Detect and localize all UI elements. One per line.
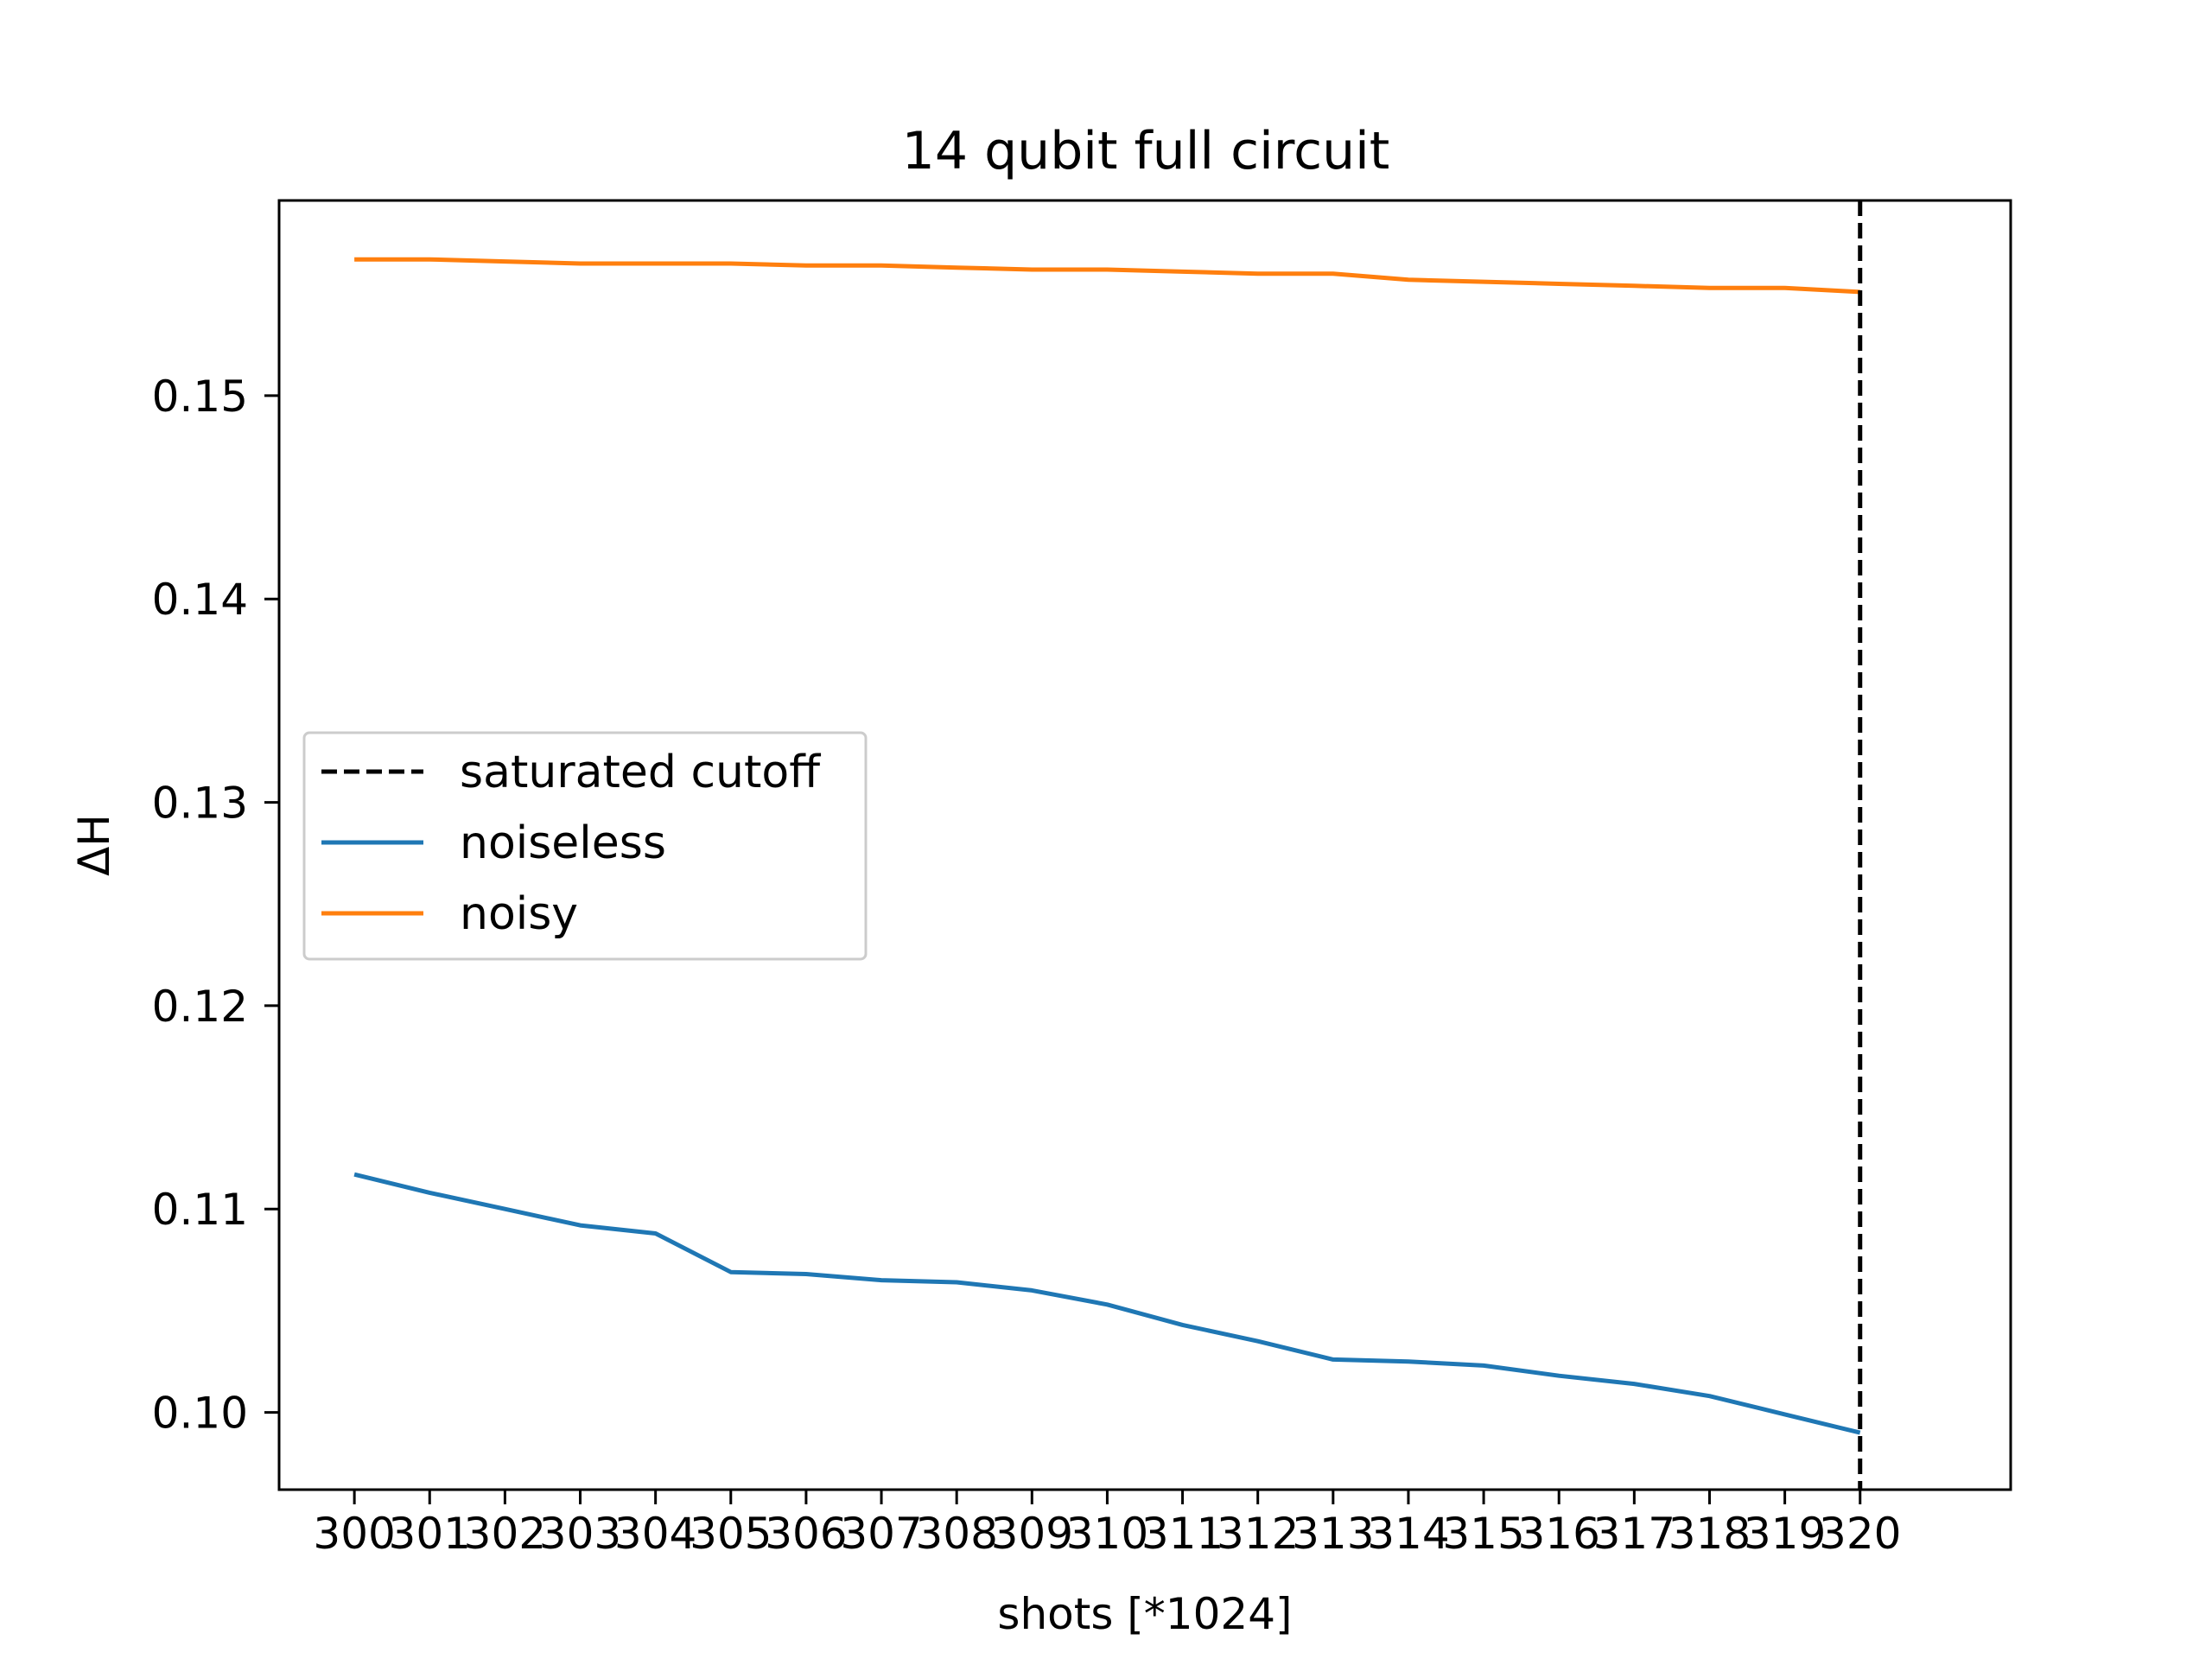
- series-line-noiseless: [353, 1172, 1861, 1435]
- y-tick-label-0.14: 0.14: [152, 575, 248, 625]
- legend-label-noiseless: noiseless: [460, 817, 666, 869]
- x-tick-label-301: 301: [389, 1509, 471, 1559]
- legend: saturated cutoff noiseless noisy: [302, 731, 868, 961]
- plot-area: [353, 200, 1863, 1490]
- x-tick-label-300: 300: [313, 1509, 395, 1559]
- x-tick-label-314: 314: [1367, 1509, 1449, 1559]
- x-tick-label-303: 303: [539, 1509, 621, 1559]
- x-tick-label-319: 319: [1744, 1509, 1826, 1559]
- x-axis-label: shots [*1024]: [997, 1589, 1292, 1639]
- x-tick-label-312: 312: [1217, 1509, 1299, 1559]
- y-tick-label-0.15: 0.15: [152, 372, 248, 422]
- x-tick-label-313: 313: [1292, 1509, 1374, 1559]
- x-tick-label-311: 311: [1141, 1509, 1224, 1559]
- chart-title: 14 qubit full circuit: [902, 121, 1390, 181]
- axes-frame: [277, 199, 2012, 1491]
- y-tick-label-0.11: 0.11: [152, 1185, 248, 1235]
- x-tick-label-318: 318: [1669, 1509, 1751, 1559]
- x-tick-label-305: 305: [690, 1509, 772, 1559]
- y-axis-label: ΔH: [69, 814, 119, 876]
- x-tick-label-316: 316: [1517, 1509, 1599, 1559]
- y-tick-label-0.10: 0.10: [152, 1389, 248, 1439]
- y-axis: 0.10 0.11 0.12 0.13 0.14 0.15: [152, 372, 279, 1439]
- y-tick-label-0.12: 0.12: [152, 982, 248, 1032]
- x-tick-label-308: 308: [915, 1509, 997, 1559]
- x-tick-label-306: 306: [765, 1509, 847, 1559]
- legend-label-saturated-cutoff: saturated cutoff: [460, 747, 821, 798]
- x-tick-label-320: 320: [1819, 1509, 1901, 1559]
- series-line-noisy: [354, 257, 1860, 295]
- x-axis: 3003013023033043053063073083093103113123…: [313, 1490, 1901, 1559]
- x-tick-label-307: 307: [840, 1509, 922, 1559]
- x-tick-label-317: 317: [1593, 1509, 1675, 1559]
- legend-label-noisy: noisy: [460, 888, 578, 940]
- x-tick-label-310: 310: [1066, 1509, 1148, 1559]
- x-tick-label-315: 315: [1442, 1509, 1524, 1559]
- x-tick-label-309: 309: [991, 1509, 1073, 1559]
- y-tick-label-0.13: 0.13: [152, 779, 248, 829]
- x-tick-label-304: 304: [614, 1509, 696, 1559]
- legend-frame: [302, 731, 868, 961]
- x-tick-label-302: 302: [464, 1509, 546, 1559]
